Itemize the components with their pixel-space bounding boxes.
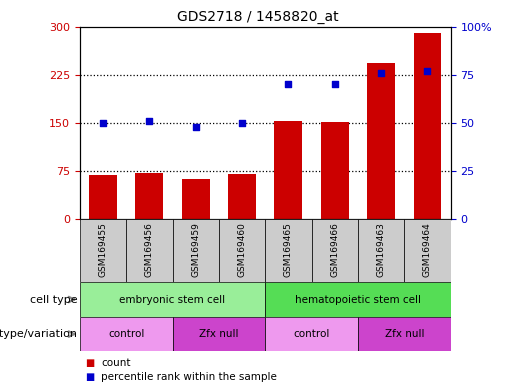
Bar <box>135 173 163 219</box>
Point <box>99 120 107 126</box>
Bar <box>274 121 302 219</box>
Text: Zfx null: Zfx null <box>199 329 238 339</box>
Text: ■: ■ <box>85 372 94 382</box>
Bar <box>414 33 441 219</box>
Text: GDS2718 / 1458820_at: GDS2718 / 1458820_at <box>177 10 338 23</box>
Bar <box>312 219 358 282</box>
Bar <box>265 317 358 351</box>
Text: GSM169463: GSM169463 <box>376 222 386 277</box>
Point <box>192 124 200 130</box>
Point <box>145 118 153 124</box>
Bar <box>182 179 210 219</box>
Bar <box>367 63 395 219</box>
Text: GSM169464: GSM169464 <box>423 222 432 277</box>
Point <box>423 68 432 74</box>
Point <box>284 81 293 88</box>
Text: ■: ■ <box>85 358 94 368</box>
Text: percentile rank within the sample: percentile rank within the sample <box>101 372 278 382</box>
Bar <box>126 219 173 282</box>
Text: hematopoietic stem cell: hematopoietic stem cell <box>295 295 421 305</box>
Point <box>331 81 339 88</box>
Text: GSM169460: GSM169460 <box>237 222 247 277</box>
Bar <box>321 122 349 219</box>
Point <box>238 120 246 126</box>
Bar <box>404 219 451 282</box>
Text: GSM169455: GSM169455 <box>98 222 108 277</box>
Bar <box>228 174 256 219</box>
Bar <box>265 282 451 317</box>
Text: GSM169459: GSM169459 <box>191 222 200 277</box>
Bar <box>358 317 451 351</box>
Bar <box>173 219 219 282</box>
Point <box>377 70 385 76</box>
Bar <box>89 175 117 219</box>
Text: genotype/variation: genotype/variation <box>0 329 77 339</box>
Text: Zfx null: Zfx null <box>385 329 424 339</box>
Text: count: count <box>101 358 131 368</box>
Bar <box>80 282 265 317</box>
Bar <box>219 219 265 282</box>
Text: control: control <box>108 329 144 339</box>
Bar <box>358 219 404 282</box>
Text: cell type: cell type <box>30 295 77 305</box>
Bar <box>80 317 173 351</box>
Text: GSM169465: GSM169465 <box>284 222 293 277</box>
Text: GSM169466: GSM169466 <box>330 222 339 277</box>
Text: GSM169456: GSM169456 <box>145 222 154 277</box>
Bar <box>265 219 312 282</box>
Text: control: control <box>294 329 330 339</box>
Bar <box>80 219 126 282</box>
Text: embryonic stem cell: embryonic stem cell <box>119 295 226 305</box>
Bar <box>173 317 265 351</box>
